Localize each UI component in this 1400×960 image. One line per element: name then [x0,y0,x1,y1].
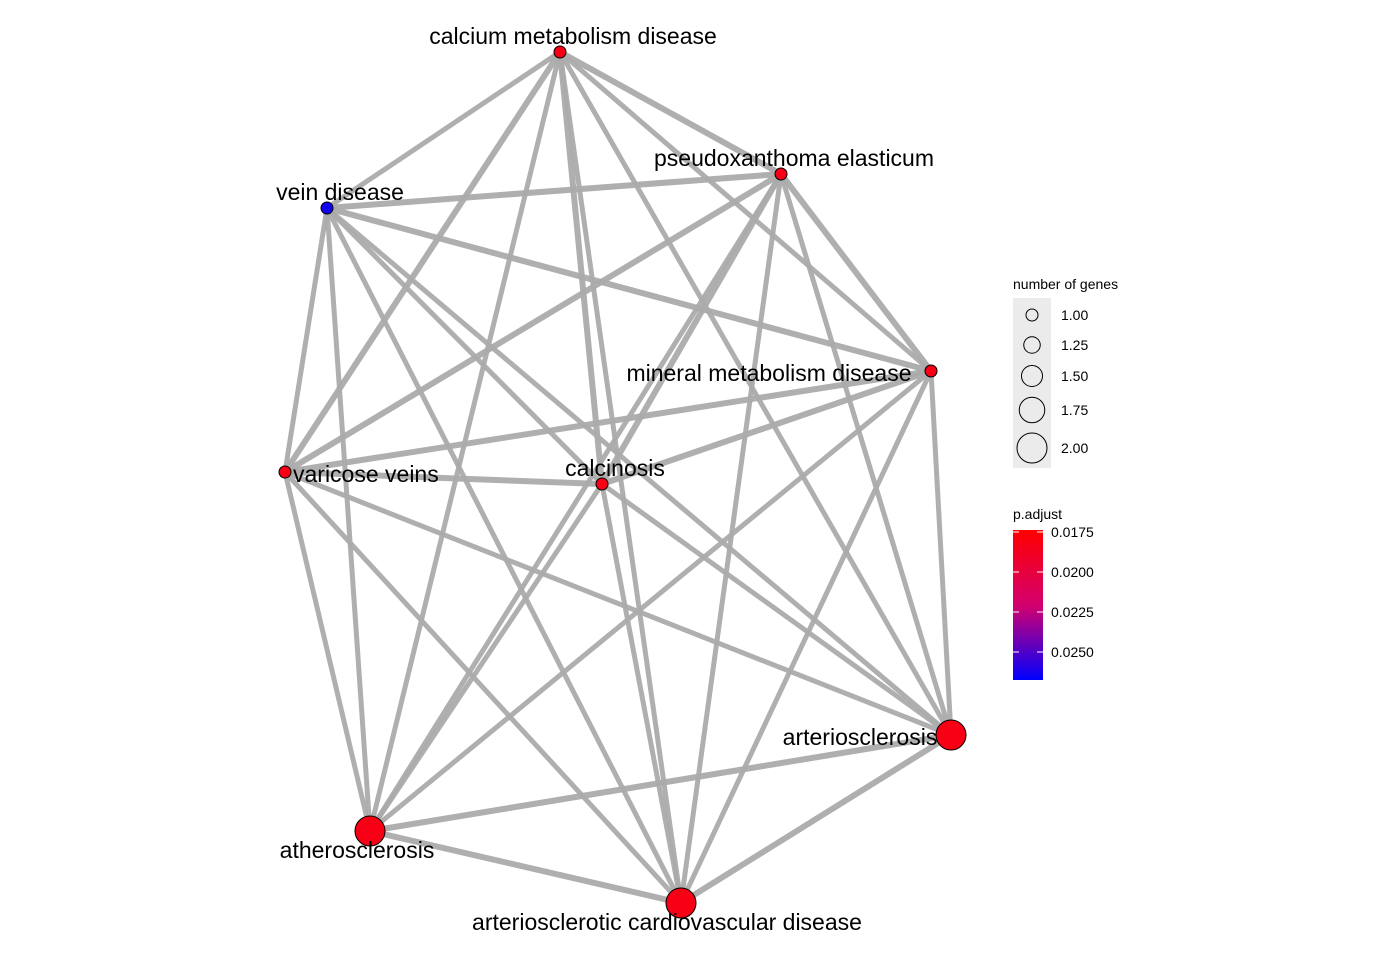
color-legend-label: 0.0250 [1051,644,1094,660]
edge-calcium_metabolism_disease-mineral_metabolism_disease [558,50,933,373]
color-legend-title: p.adjust [1013,506,1062,522]
edge-calcinosis-arteriosclerosis [600,481,953,738]
color-legend-label: 0.0175 [1051,524,1094,540]
edge-varicose_veins-arteriosclerosis [284,469,952,738]
size-legend-circle [1025,308,1039,322]
edge-vein_disease-mineral_metabolism_disease [326,205,932,374]
edge-vein_disease-varicose_veins [282,207,330,473]
edge-arteriosclerosis-arteriosclerotic_cardiovascular_disease [679,732,953,906]
size-legend-label: 1.50 [1061,368,1088,384]
edge-calcium_metabolism_disease-vein_disease [325,49,562,211]
node-atherosclerosis[interactable] [354,815,386,847]
size-legend-title: number of genes [1013,276,1118,292]
node-label-arteriosclerosis: arteriosclerosis [783,724,938,750]
node-pseudoxanthoma-elasticum[interactable] [774,167,788,181]
edge-pseudoxanthoma_elasticum-arteriosclerotic_cardiovascular_disease [678,173,784,904]
node-calcinosis[interactable] [595,477,609,491]
size-legend-circle [1021,365,1043,387]
size-legend-key-background [1013,298,1051,468]
size-legend-circle [1018,396,1046,424]
color-legend-label: 0.0225 [1051,604,1094,620]
edge-calcinosis-arteriosclerotic_cardiovascular_disease [599,483,684,904]
size-legend-label: 2.00 [1061,440,1088,456]
edge-pseudoxanthoma_elasticum-arteriosclerosis [778,173,954,736]
size-legend-label: 1.00 [1061,307,1088,323]
edge-pseudoxanthoma_elasticum-vein_disease [326,171,782,211]
edge-mineral_metabolism_disease-atherosclerosis [368,369,933,833]
edge-calcium_metabolism_disease-varicose_veins [282,50,563,474]
edge-varicose_veins-calcinosis [284,469,603,487]
node-arteriosclerosis[interactable] [935,719,967,751]
labels-layer: calcium metabolism disease pseudoxanthoma… [276,23,937,935]
node-label-atherosclerosis: atherosclerosis [280,837,435,863]
color-legend-label: 0.0200 [1051,564,1094,580]
edge-pseudoxanthoma_elasticum-varicose_veins [283,171,783,475]
edge-mineral_metabolism_disease-varicose_veins [284,368,932,475]
edge-varicose_veins-atherosclerosis [282,471,373,832]
node-label-calcium-metabolism-disease: calcium metabolism disease [429,23,717,49]
size-legend-label: 1.75 [1061,402,1088,418]
edge-calcium_metabolism_disease-calcinosis [557,51,605,485]
edge-mineral_metabolism_disease-arteriosclerosis [928,370,954,736]
size-legend-circle [1023,336,1041,354]
edge-mineral_metabolism_disease-calcinosis [601,368,932,487]
node-vein-disease[interactable] [320,201,334,215]
edge-atherosclerosis-arteriosclerotic_cardiovascular_disease [369,828,682,906]
node-label-calcinosis: calcinosis [565,455,665,481]
node-arteriosclerotic-cardiovascular-disease[interactable] [665,887,697,919]
color-legend-bar [1013,530,1043,680]
node-varicose-veins[interactable] [278,465,292,479]
edge-calcium_metabolism_disease-pseudoxanthoma_elasticum [558,49,783,177]
node-calcium-metabolism-disease[interactable] [553,45,567,59]
edge-calcium_metabolism_disease-arteriosclerosis [557,50,954,737]
color-legend: p.adjust 0.0175 0.0200 0.0225 0.0250 [1013,506,1094,680]
nodes-layer [278,45,967,919]
size-legend: number of genes 1.00 1.25 1.50 1.75 2.00 [1013,276,1118,468]
edge-vein_disease-atherosclerosis [324,207,373,832]
edge-vein_disease-calcinosis [325,206,604,486]
edge-pseudoxanthoma_elasticum-atherosclerosis [367,172,784,833]
node-label-pseudoxanthoma-elasticum: pseudoxanthoma elasticum [654,145,934,171]
node-label-varicose-veins: varicose veins [293,461,439,487]
edge-pseudoxanthoma_elasticum-mineral_metabolism_disease [778,172,934,373]
edge-mineral_metabolism_disease-arteriosclerotic_cardiovascular_disease [678,369,934,905]
size-legend-label: 1.25 [1061,337,1088,353]
size-legend-circle [1016,432,1048,464]
node-mineral-metabolism-disease[interactable] [924,364,938,378]
edges-layer [282,49,954,906]
node-label-mineral-metabolism-disease: mineral metabolism disease [626,360,911,386]
edge-calcinosis-atherosclerosis [367,482,605,833]
edge-varicose_veins-arteriosclerotic_cardiovascular_disease [283,470,683,905]
node-label-vein-disease: vein disease [276,179,404,205]
node-label-arteriosclerotic-cardiovascular-disease: arteriosclerotic cardiovascular disease [472,909,862,935]
edge-arteriosclerosis-atherosclerosis [369,732,952,834]
